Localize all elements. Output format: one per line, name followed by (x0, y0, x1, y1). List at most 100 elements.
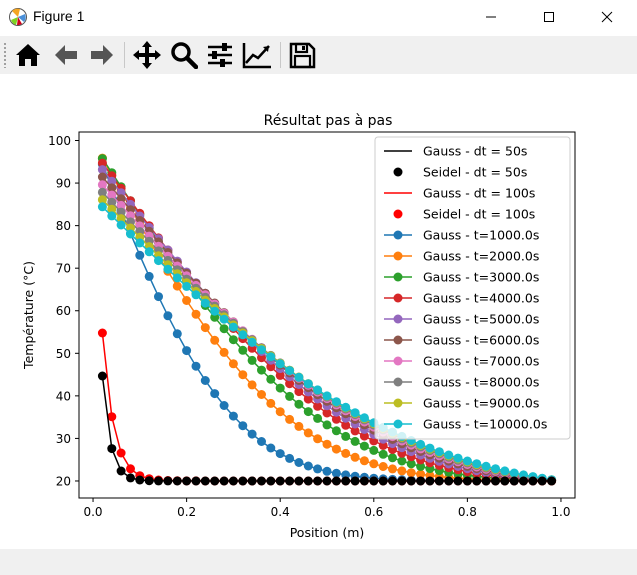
close-button[interactable] (584, 0, 630, 33)
data-point (172, 273, 182, 283)
data-point (97, 172, 107, 182)
data-point (200, 476, 210, 486)
data-point (182, 476, 192, 486)
data-point (97, 158, 107, 168)
data-point (97, 180, 107, 190)
data-point (285, 414, 295, 424)
x-axis: 0.0 0.2 0.4 0.6 0.8 1.0 (83, 498, 571, 519)
zoom-button[interactable] (168, 39, 200, 71)
back-button[interactable] (50, 39, 82, 71)
configure-subplots-button[interactable] (204, 39, 236, 71)
data-point (172, 329, 182, 339)
data-point (285, 391, 295, 401)
maximize-button[interactable] (526, 0, 572, 33)
data-point (359, 476, 369, 486)
data-point (313, 434, 323, 444)
data-point (219, 347, 229, 357)
minimize-icon (486, 16, 496, 17)
data-point (369, 445, 379, 455)
home-button[interactable] (12, 39, 44, 71)
data-point (172, 476, 182, 486)
data-point (425, 476, 435, 486)
save-button[interactable] (286, 39, 318, 71)
data-point (416, 439, 426, 449)
data-point (303, 461, 313, 471)
legend-marker (393, 398, 403, 408)
legend-label: Gauss - t=1000.0s (423, 228, 539, 243)
data-point (135, 238, 145, 248)
data-point (462, 456, 472, 466)
forward-button[interactable] (86, 39, 118, 71)
data-point (107, 183, 117, 193)
data-point (406, 468, 416, 478)
data-point (369, 476, 379, 486)
data-point (135, 475, 145, 485)
data-point (107, 211, 117, 221)
save-icon (289, 42, 316, 69)
legend-marker (393, 167, 403, 177)
data-point (509, 468, 519, 478)
data-point (406, 476, 416, 486)
data-point (303, 379, 313, 389)
data-point (275, 383, 285, 393)
plot-canvas[interactable]: Résultat pas à pas 0.0 0.2 0.4 0.6 0.8 1.0 20… (0, 74, 637, 549)
data-point (182, 281, 192, 291)
toolbar-grip[interactable] (3, 42, 7, 68)
data-point (172, 281, 182, 291)
legend-entry: Gauss - t=7000.0s (384, 354, 539, 369)
x-tick-label: 0.2 (177, 505, 196, 519)
data-point (163, 476, 173, 486)
data-point (126, 464, 135, 474)
data-point (116, 220, 126, 230)
data-point (116, 194, 126, 204)
data-point (444, 450, 454, 460)
data-point (210, 335, 220, 345)
data-point (97, 371, 107, 381)
data-point (285, 476, 295, 486)
data-point (247, 476, 257, 486)
data-point (238, 345, 248, 355)
data-point (491, 464, 500, 474)
legend-label: Gauss - t=8000.0s (423, 375, 539, 390)
zoom-icon (171, 42, 198, 69)
data-point (144, 271, 154, 281)
data-point (116, 200, 126, 210)
data-point (341, 448, 351, 458)
data-point (472, 476, 482, 486)
minimize-button[interactable] (468, 0, 514, 33)
legend-entry: Gauss - t=10000.0s (384, 417, 547, 432)
forward-icon (91, 45, 113, 65)
data-point (210, 476, 220, 486)
legend-label: Gauss - t=6000.0s (423, 333, 539, 348)
data-point (107, 412, 117, 422)
data-point (116, 214, 126, 224)
edit-axis-button[interactable] (241, 39, 273, 71)
legend-entry: Gauss - t=5000.0s (384, 312, 539, 327)
legend-entry: Seidel - dt = 50s (393, 165, 527, 180)
series-2 (97, 371, 557, 486)
data-point (135, 250, 145, 260)
y-tick-label: 60 (56, 304, 71, 318)
data-point (285, 366, 295, 376)
data-point (294, 421, 304, 431)
pan-button[interactable] (131, 39, 163, 71)
data-point (350, 436, 360, 446)
data-point (97, 187, 107, 197)
y-tick-label: 100 (48, 134, 71, 148)
data-point (313, 413, 323, 423)
y-tick-label: 20 (56, 474, 71, 488)
legend-label: Gauss - t=4000.0s (423, 291, 539, 306)
x-tick-label: 1.0 (551, 505, 570, 519)
data-point (97, 195, 107, 205)
data-point (238, 421, 248, 431)
legend-entry: Gauss - t=3000.0s (384, 270, 539, 285)
data-point (322, 439, 332, 449)
data-point (228, 322, 238, 332)
data-point (322, 476, 332, 486)
data-point (228, 411, 238, 421)
data-point (378, 440, 388, 450)
data-point (257, 476, 266, 486)
toolbar-separator (124, 42, 125, 68)
data-point (369, 459, 379, 469)
